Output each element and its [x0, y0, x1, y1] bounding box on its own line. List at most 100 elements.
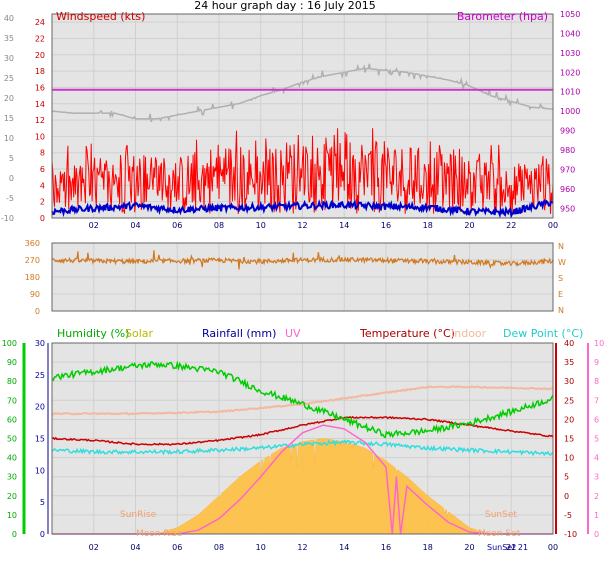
tick-label-hpa: 950 [560, 204, 575, 213]
tick-label-hpa: 990 [560, 127, 575, 136]
tick-label-outer: 10 [4, 134, 14, 143]
tick-label-kts: 2 [40, 198, 45, 207]
tick-label-hpa: 1030 [560, 49, 580, 58]
tick-label-hour: 06 [172, 221, 182, 230]
tick-label-uv: 2 [594, 492, 599, 501]
series-dewpoint [51, 439, 554, 457]
tick-label-temp: -5 [564, 511, 572, 520]
temp-series [51, 360, 554, 535]
temp-plot-border [51, 342, 554, 535]
tick-label-hour: 22 [506, 543, 516, 552]
tick-label-outer: 25 [4, 74, 14, 83]
tick-label-compass: S [558, 274, 563, 283]
tick-label-kts: 8 [40, 149, 45, 158]
tick-label-rain: 25 [35, 371, 45, 380]
tick-label-uv: 9 [594, 358, 599, 367]
tick-label-hour: 16 [381, 221, 391, 230]
tick-label-hour: 14 [339, 221, 349, 230]
tick-label-humidity: 20 [7, 492, 17, 501]
tick-label-temp: 10 [564, 454, 574, 463]
tick-label-hour: 08 [214, 221, 224, 230]
tick-label-humidity: 40 [7, 454, 17, 463]
tick-label-hour: 18 [423, 221, 433, 230]
tick-label-uv: 1 [594, 511, 599, 520]
tick-label-deg: 0 [35, 307, 40, 316]
tick-label-outer: -5 [6, 194, 14, 203]
tick-label-rain: 0 [40, 530, 45, 539]
tick-label-kts: 22 [35, 34, 45, 43]
tick-label-hpa: 980 [560, 146, 575, 155]
tick-label-kts: 20 [35, 51, 45, 60]
tick-label-kts: 6 [40, 165, 45, 174]
tick-label-kts: 18 [35, 67, 45, 76]
tick-label-hour: 04 [130, 543, 140, 552]
tick-label-hour: 20 [464, 543, 474, 552]
tick-label-outer: -10 [1, 214, 14, 223]
tick-label-hour: 12 [297, 543, 307, 552]
tick-label-uv: 8 [594, 377, 599, 386]
series-temperature [51, 415, 554, 446]
tick-label-hpa: 1000 [560, 107, 580, 116]
tick-label-uv: 3 [594, 473, 599, 482]
legend-dewpoint: Dew Point (°C) [503, 327, 583, 340]
tick-label-temp: 15 [564, 435, 574, 444]
tick-label-humidity: 70 [7, 396, 17, 405]
tick-label-hour: 18 [423, 543, 433, 552]
tick-label-hour: 02 [89, 543, 99, 552]
tick-label-hpa: 970 [560, 165, 575, 174]
tick-label-kts: 12 [35, 116, 45, 125]
direction-plot-border [51, 242, 554, 312]
tick-label-outer: 20 [4, 94, 14, 103]
tick-label-hour: 06 [172, 543, 182, 552]
tick-label-uv: 10 [594, 339, 604, 348]
series-wind-direction [51, 250, 554, 270]
tick-label-uv: 4 [594, 454, 599, 463]
tick-label-hour: 00 [548, 221, 558, 230]
legend-indoor: Indoor [451, 327, 487, 340]
annotation-sunset: SunSet [485, 510, 517, 520]
barometer-label: Barometer (hpa) [457, 10, 548, 23]
tick-label-hour: 04 [130, 221, 140, 230]
series-barometer-old [51, 63, 554, 123]
tick-label-humidity: 50 [7, 435, 17, 444]
tick-label-temp: 25 [564, 396, 574, 405]
legend-temperature: Temperature (°C) [359, 327, 455, 340]
tick-label-uv: 6 [594, 415, 599, 424]
tick-label-compass: N [558, 242, 564, 251]
tick-label-hour: 16 [381, 543, 391, 552]
tick-label-humidity: 0 [12, 530, 17, 539]
series-humidity [51, 360, 554, 439]
tick-label-hpa: 960 [560, 185, 575, 194]
tick-label-kts: 14 [35, 100, 45, 109]
wind-plot-border [51, 13, 554, 219]
tick-label-humidity: 100 [2, 339, 17, 348]
tick-label-compass: E [558, 290, 563, 299]
tick-label-hour: 00 [548, 543, 558, 552]
tick-label-kts: 0 [40, 214, 45, 223]
tick-label-temp: -10 [564, 530, 577, 539]
tick-label-uv: 7 [594, 396, 599, 405]
tick-label-humidity: 90 [7, 358, 17, 367]
wind-series [51, 63, 554, 219]
tick-label-hour: 14 [339, 543, 349, 552]
tick-label-temp: 30 [564, 377, 574, 386]
annotations: SunRise SunSet Moon Rise Moon Set SunSet… [120, 510, 528, 552]
tick-label-temp: 0 [564, 492, 569, 501]
tick-label-temp: 5 [564, 473, 569, 482]
tick-label-hour: 12 [297, 221, 307, 230]
tick-label-deg: 90 [30, 290, 40, 299]
tick-label-kts: 16 [35, 83, 45, 92]
legend-solar: Solar [125, 327, 154, 340]
tick-label-humidity: 30 [7, 473, 17, 482]
tick-label-compass: N [558, 306, 564, 315]
chart-title: 24 hour graph day : 16 July 2015 [194, 0, 376, 12]
tick-label-hpa: 1050 [560, 10, 580, 19]
tick-label-outer: 15 [4, 114, 14, 123]
series-average-wind [51, 198, 554, 219]
tick-label-outer: 35 [4, 34, 14, 43]
tick-label-outer: 5 [9, 154, 14, 163]
annotation-sunset-time: SunSet 21 [487, 543, 528, 552]
annotation-moonrise: Moon Rise [136, 529, 183, 539]
tick-label-outer: 40 [4, 14, 14, 23]
legend: Humidity (%) Solar Rainfall (mm) UV Temp… [57, 327, 583, 340]
